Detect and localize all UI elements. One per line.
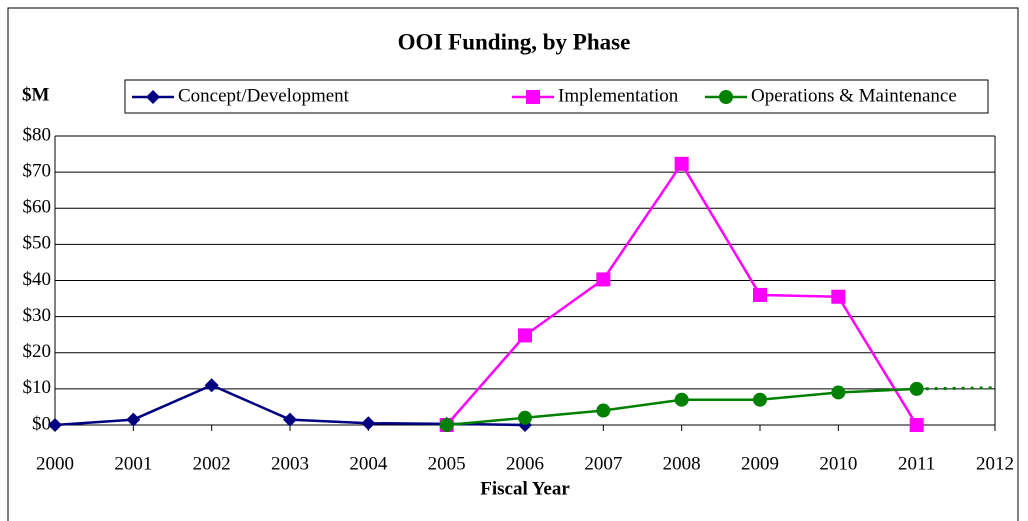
marker [753,392,767,407]
marker [204,378,219,393]
chart-frame [7,7,1019,521]
y-tick-label: $70 [23,160,52,181]
legend-box [124,79,989,114]
marker [596,272,611,287]
legend-label: Implementation [558,85,679,106]
chart-title: OOI Funding, by Phase [398,29,631,54]
marker [753,287,767,302]
y-tick-label: $60 [23,197,52,218]
marker [126,412,141,427]
marker [674,392,689,407]
marker [439,418,454,432]
marker [719,90,733,104]
y-tick-label: $30 [23,305,52,326]
x-tick-label: 2010 [819,453,857,474]
marker [909,418,924,432]
y-tick-label: $80 [23,124,52,145]
marker [518,328,532,343]
x-tick-label: 2003 [271,453,309,474]
marker [596,403,611,418]
x-tick-label: 2005 [428,453,466,474]
x-tick-label: 2002 [193,453,231,474]
marker [526,90,540,104]
y-tick-label: $20 [23,341,52,362]
x-tick-label: 2006 [506,453,544,474]
x-tick-label: 2004 [349,453,388,474]
x-tick-label: 2009 [741,453,779,474]
series-line [445,161,918,426]
legend-label: Operations & Maintenance [751,85,957,106]
y-axis-label: $M [22,84,50,105]
x-tick-label: 2012 [976,453,1014,474]
marker [361,416,376,431]
x-axis-label: Fiscal Year [480,478,570,499]
marker [831,385,846,400]
y-tick-label: $50 [23,233,52,254]
x-tick-label: 2008 [663,453,701,474]
series-line [916,386,996,391]
x-tick-label: 2000 [36,453,74,474]
marker [674,156,689,171]
marker [518,410,532,425]
y-tick-label: $40 [23,269,52,290]
marker [283,412,297,427]
x-tick-label: 2011 [898,453,935,474]
x-tick-label: 2007 [584,453,622,474]
legend-label: Concept/Development [178,85,350,106]
y-tick-label: $0 [32,413,51,434]
y-tick-label: $10 [23,377,52,398]
marker [48,418,62,432]
marker [146,90,160,104]
x-tick-label: 2001 [114,453,152,474]
marker [831,289,846,304]
